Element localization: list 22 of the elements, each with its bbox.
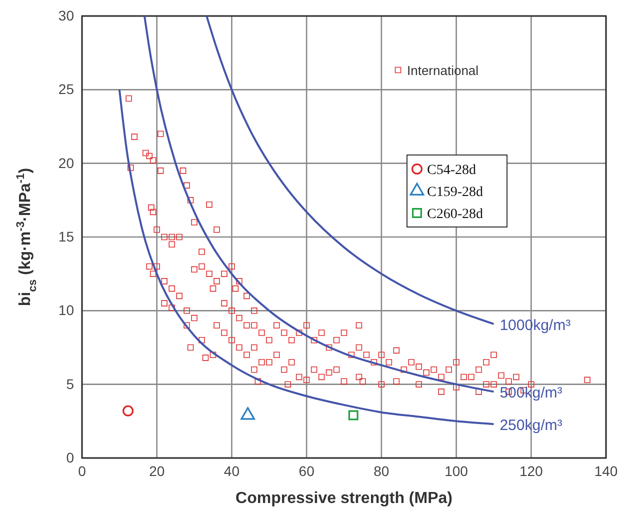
y-tick-label: 5 xyxy=(66,376,74,392)
line-series xyxy=(118,88,495,426)
legend-label: C54-28d xyxy=(427,163,476,178)
x-axis-title: Compressive strength (MPa) xyxy=(236,490,452,507)
x-tick-label: 0 xyxy=(78,462,86,479)
y-tick-label: 0 xyxy=(66,449,74,466)
x-tick-label: 60 xyxy=(298,462,315,479)
y-tick-label: 20 xyxy=(58,154,74,171)
x-tick-label: 20 xyxy=(149,462,165,479)
x-tick-label: 120 xyxy=(519,462,544,479)
x-tick-label: 40 xyxy=(224,462,240,479)
line-series xyxy=(206,15,495,325)
y-tick-label: 30 xyxy=(58,7,74,24)
x-tick-label: 80 xyxy=(374,462,390,479)
legend-label: C260-28d xyxy=(427,207,483,222)
y-tick-label: 15 xyxy=(58,228,74,244)
x-tick-label: 140 xyxy=(594,462,618,479)
line-series xyxy=(144,15,495,393)
y-tick-label: 25 xyxy=(58,81,74,98)
x-tick-label: 100 xyxy=(444,462,468,479)
y-tick-label: 10 xyxy=(58,302,74,318)
legend-label: C159-28d xyxy=(427,185,483,200)
